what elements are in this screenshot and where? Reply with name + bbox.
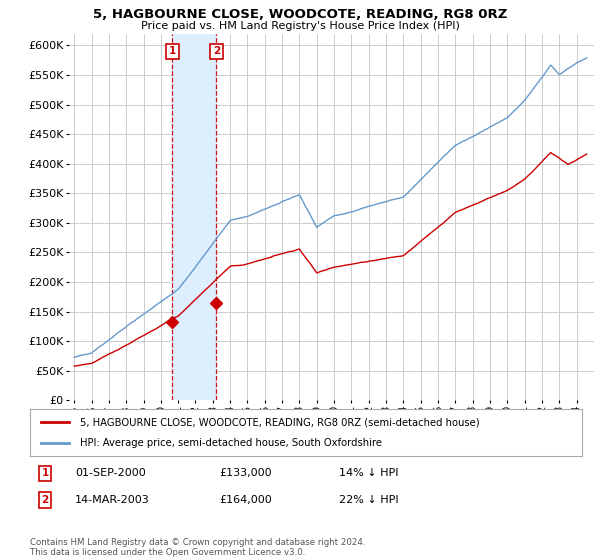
Text: £133,000: £133,000 (219, 468, 272, 478)
Text: 1: 1 (41, 468, 49, 478)
Text: 5, HAGBOURNE CLOSE, WOODCOTE, READING, RG8 0RZ (semi-detached house): 5, HAGBOURNE CLOSE, WOODCOTE, READING, R… (80, 417, 479, 427)
Text: 5, HAGBOURNE CLOSE, WOODCOTE, READING, RG8 0RZ: 5, HAGBOURNE CLOSE, WOODCOTE, READING, R… (93, 8, 507, 21)
Text: Price paid vs. HM Land Registry's House Price Index (HPI): Price paid vs. HM Land Registry's House … (140, 21, 460, 31)
Text: 2: 2 (41, 495, 49, 505)
Text: 1: 1 (169, 46, 176, 57)
Text: 2: 2 (213, 46, 220, 57)
Text: 22% ↓ HPI: 22% ↓ HPI (339, 495, 398, 505)
Text: 14-MAR-2003: 14-MAR-2003 (75, 495, 150, 505)
Text: Contains HM Land Registry data © Crown copyright and database right 2024.
This d: Contains HM Land Registry data © Crown c… (30, 538, 365, 557)
Text: 14% ↓ HPI: 14% ↓ HPI (339, 468, 398, 478)
Text: 01-SEP-2000: 01-SEP-2000 (75, 468, 146, 478)
Bar (172, 34, 217, 400)
Text: HPI: Average price, semi-detached house, South Oxfordshire: HPI: Average price, semi-detached house,… (80, 438, 382, 448)
Text: £164,000: £164,000 (219, 495, 272, 505)
